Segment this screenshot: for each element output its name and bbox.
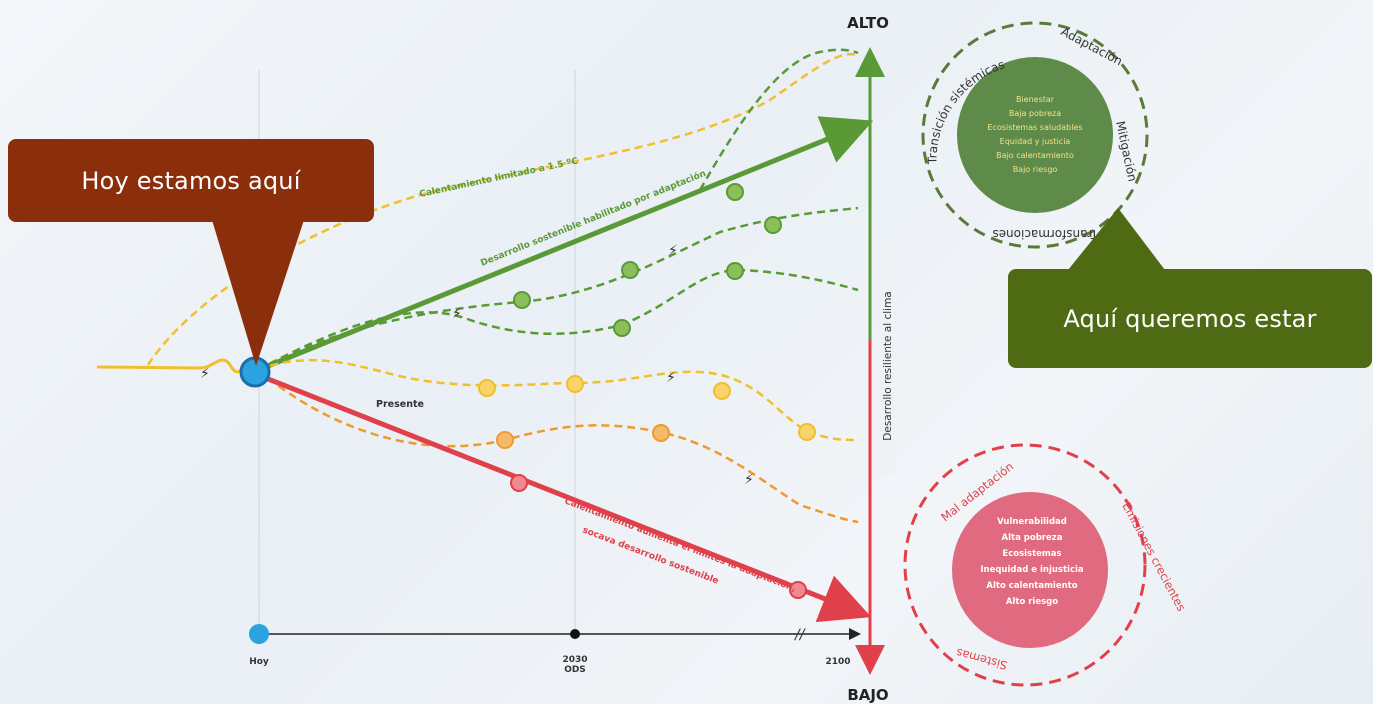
bad-item: Alto calentamiento [986,581,1077,591]
tick-label-2100: 2100 [825,657,850,667]
callout-goal: Aquí queremos estar [1008,269,1372,368]
bad-outcome: Mal adaptación Emisiones crecientes Sist… [903,443,1189,687]
callout-goal-pointer [1068,208,1165,270]
bad-item: Ecosistemas [1002,549,1061,559]
good-item: Bajo riesgo [1013,165,1058,174]
axis-vertical-label: Desarrollo resiliente al clima [882,291,894,440]
callout-today: Hoy estamos aquí [8,139,374,222]
pathway-nodes [478,183,816,599]
pathway-orange-1 [257,369,859,524]
lightning-icon: ⚡ [200,366,210,382]
lightning-icon: ⚡ [668,243,678,259]
good-outcome: Transición sistémicas Adaptación Mitigac… [921,21,1149,249]
resilience-axis: ALTO BAJO Desarrollo resiliente al clima [847,14,895,704]
pathway-yellow-1 [257,358,859,442]
tick-label-2030: 2030 [562,655,587,665]
axis-bottom-label: BAJO [847,686,888,704]
label-limited-warming: Calentamiento limitado a 1.5 ºC [419,156,580,200]
ring-label-emissions: Emisiones crecientes [1119,500,1188,614]
svg-text://: // [793,627,806,643]
label-maladaptation-1: Calentamiento aumenta el límites la adap… [563,496,798,595]
timeline: // Hoy 2030 ODS 2100 [249,624,861,675]
lightning-icon: ⚡ [744,472,754,488]
tick-label-hoy: Hoy [249,657,269,667]
axis-top-label: ALTO [847,14,889,32]
bad-item: Alta pobreza [1002,533,1063,543]
history-line [96,358,257,374]
timeline-marker-2030 [570,629,580,639]
ring-label-adaptation: Adaptación [1059,24,1125,68]
good-item: Equidad y justicia [1000,137,1071,146]
callout-today-text: Hoy estamos aquí [81,166,301,195]
pathway-maladaptation [257,372,872,623]
pathway-green-top [698,48,859,191]
good-item: Bajo calentamiento [996,151,1074,160]
bad-item: Inequidad e injusticia [980,565,1084,575]
callout-today-pointer [212,220,304,366]
tick-sublabel-2030: ODS [564,665,586,675]
timeline-marker-hoy [249,624,269,644]
bad-item: Vulnerabilidad [997,517,1067,527]
lightning-icon: ⚡ [452,306,462,322]
pathway-green-2 [257,268,859,372]
good-item: Baja pobreza [1009,109,1061,118]
bad-item: Alto riesgo [1006,597,1058,607]
good-item: Bienestar [1016,95,1055,104]
callout-goal-text: Aquí queremos estar [1063,304,1317,333]
ring-label-transformations: Transformaciones [992,227,1099,241]
label-present: Presente [376,399,424,410]
pathway-green-1 [257,206,859,372]
ring-label-mitigation: Mitigación [1113,120,1139,183]
lightning-icon: ⚡ [666,370,676,386]
good-item: Ecosistemas saludables [987,123,1082,132]
